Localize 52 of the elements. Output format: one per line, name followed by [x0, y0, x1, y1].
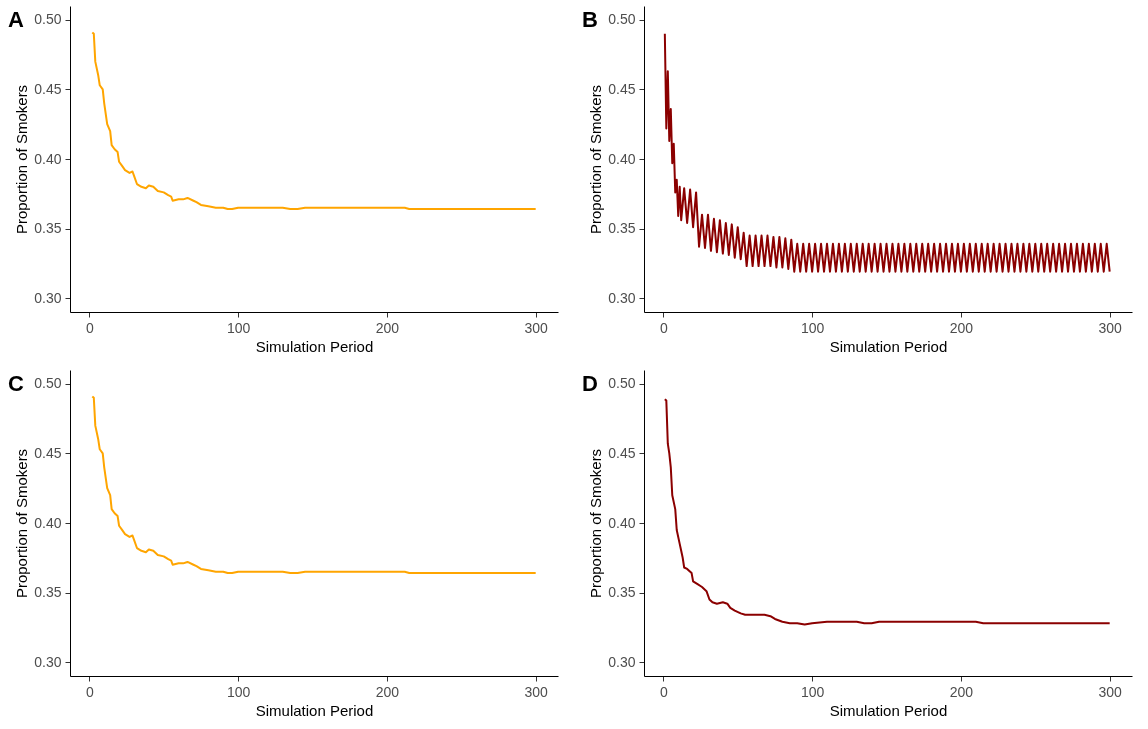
- x-axis-title: Simulation Period: [829, 701, 948, 719]
- y-tick-label: 0.30: [34, 289, 62, 306]
- line-series: [663, 32, 1111, 273]
- y-tick-label: 0.50: [608, 11, 636, 28]
- y-tick-label: 0.50: [34, 375, 62, 392]
- x-tick-label: 0: [659, 683, 668, 700]
- x-tick-label: 0: [85, 319, 94, 336]
- x-tick-label: 300: [524, 683, 549, 700]
- x-tick-label: 200: [375, 319, 400, 336]
- y-tick-label: 0.30: [34, 653, 62, 670]
- y-axis-title: Proportion of Smokers: [13, 448, 31, 599]
- line-series: [91, 31, 537, 211]
- y-axis-title: Proportion of Smokers: [587, 84, 605, 235]
- line-series: [663, 398, 1111, 626]
- chart-title: D: [582, 371, 598, 396]
- x-tick-label: 0: [659, 319, 668, 336]
- y-tick-label: 0.30: [608, 653, 636, 670]
- y-tick-label: 0.45: [34, 80, 62, 97]
- x-tick-label: 100: [226, 683, 251, 700]
- x-tick-label: 100: [800, 683, 825, 700]
- y-tick-label: 0.40: [608, 150, 636, 167]
- x-tick-label: 100: [800, 319, 825, 336]
- y-axis-title: Proportion of Smokers: [587, 448, 605, 599]
- x-tick-label: 300: [1098, 683, 1123, 700]
- y-tick-label: 0.30: [608, 289, 636, 306]
- y-tick-label: 0.50: [608, 375, 636, 392]
- x-axis-title: Simulation Period: [255, 701, 374, 719]
- y-tick-label: 0.40: [34, 514, 62, 531]
- x-tick-label: 0: [85, 683, 94, 700]
- y-tick-label: 0.35: [608, 584, 636, 601]
- y-tick-label: 0.45: [34, 444, 62, 461]
- x-tick-label: 200: [949, 319, 974, 336]
- y-tick-label: 0.40: [608, 514, 636, 531]
- chart-title: B: [582, 7, 598, 32]
- y-tick-label: 0.35: [34, 220, 62, 237]
- y-tick-label: 0.35: [34, 584, 62, 601]
- line-series: [91, 395, 537, 575]
- x-axis-title: Simulation Period: [829, 337, 948, 355]
- y-tick-label: 0.45: [608, 444, 636, 461]
- y-axis-title: Proportion of Smokers: [13, 84, 31, 235]
- y-tick-label: 0.40: [34, 150, 62, 167]
- x-tick-label: 300: [1098, 319, 1123, 336]
- y-tick-label: 0.45: [608, 80, 636, 97]
- chart-title: C: [8, 371, 24, 396]
- x-tick-label: 100: [226, 319, 251, 336]
- x-axis-title: Simulation Period: [255, 337, 374, 355]
- x-tick-label: 300: [524, 319, 549, 336]
- x-tick-label: 200: [949, 683, 974, 700]
- y-tick-label: 0.35: [608, 220, 636, 237]
- x-tick-label: 200: [375, 683, 400, 700]
- chart-title: A: [8, 7, 24, 32]
- y-tick-label: 0.50: [34, 11, 62, 28]
